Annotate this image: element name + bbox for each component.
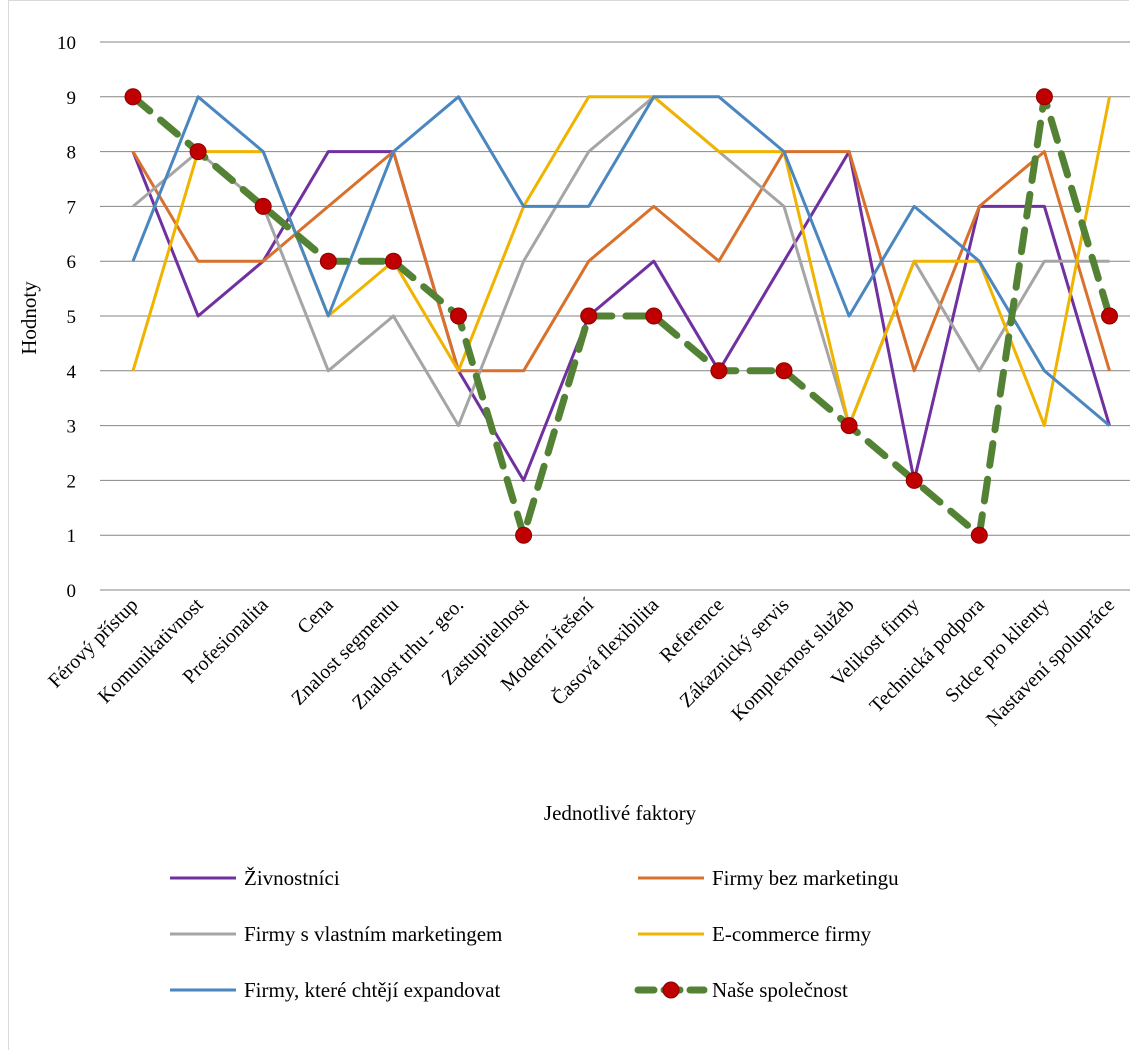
y-tick-label: 7: [67, 197, 77, 218]
x-tick-label: Časová flexibilita: [546, 592, 663, 709]
data-point: [905, 471, 923, 489]
data-point: [189, 143, 207, 161]
data-point: [710, 362, 728, 380]
data-point: [580, 307, 598, 325]
data-point: [1035, 88, 1053, 106]
x-tick-label: Zákaznický servis: [675, 594, 793, 712]
y-tick-label: 1: [67, 526, 77, 547]
y-tick-label: 0: [67, 581, 77, 602]
series-line-0: [131, 150, 1111, 482]
data-point: [319, 252, 337, 270]
y-tick-label: 8: [67, 143, 77, 164]
data-point: [970, 526, 988, 544]
y-tick-label: 5: [67, 307, 77, 328]
x-tick-label: Znalost trhu - geo.: [348, 594, 468, 714]
y-tick-label: 3: [67, 417, 77, 438]
y-tick-label: 10: [57, 33, 76, 54]
series-lines: [129, 93, 1113, 539]
data-point: [645, 307, 663, 325]
data-point: [450, 307, 467, 325]
x-tick-label: Komplexnost služeb: [727, 594, 858, 725]
chart-area: [8, 0, 1129, 1050]
legend-label: E-commerce firmy: [712, 922, 872, 946]
series-line-5: [129, 93, 1113, 539]
x-tick-label: Nastavení spolupráce: [982, 594, 1119, 731]
x-axis-tick-labels: Férový přístupKomunikativnostProfesional…: [44, 592, 1119, 730]
legend: Živnostníci Firmy bez marketingu Firmy s v…: [170, 866, 899, 1002]
legend-label: Firmy, které chtějí expandovat: [244, 978, 501, 1002]
y-tick-label: 6: [67, 252, 77, 273]
data-point: [1101, 307, 1118, 325]
x-tick-label: Cena: [293, 594, 338, 639]
data-point: [775, 362, 793, 380]
x-axis-title: Jednotlivé faktory: [544, 801, 697, 825]
y-tick-label: 9: [67, 88, 77, 109]
legend-label: Živnostníci: [244, 866, 340, 890]
data-point: [124, 88, 142, 106]
legend-marker: [662, 981, 680, 999]
x-tick-label: Technická podpora: [866, 594, 989, 717]
data-point: [840, 417, 858, 435]
data-point: [254, 197, 272, 215]
series-line-2: [132, 95, 1110, 428]
y-tick-label: 4: [67, 362, 77, 383]
legend-label: Firmy bez marketingu: [712, 866, 899, 890]
y-axis-title: Hodnoty: [17, 281, 41, 355]
legend-label: Naše společnost: [712, 978, 848, 1002]
y-tick-label: 2: [67, 471, 77, 492]
data-point: [384, 252, 402, 270]
y-axis-tick-labels: 0 1 2 3 4 5 6 7 8 9 10: [57, 33, 77, 602]
data-point: [515, 526, 533, 544]
legend-label: Firmy s vlastním marketingem: [244, 922, 502, 946]
series-markers: [124, 88, 1118, 544]
